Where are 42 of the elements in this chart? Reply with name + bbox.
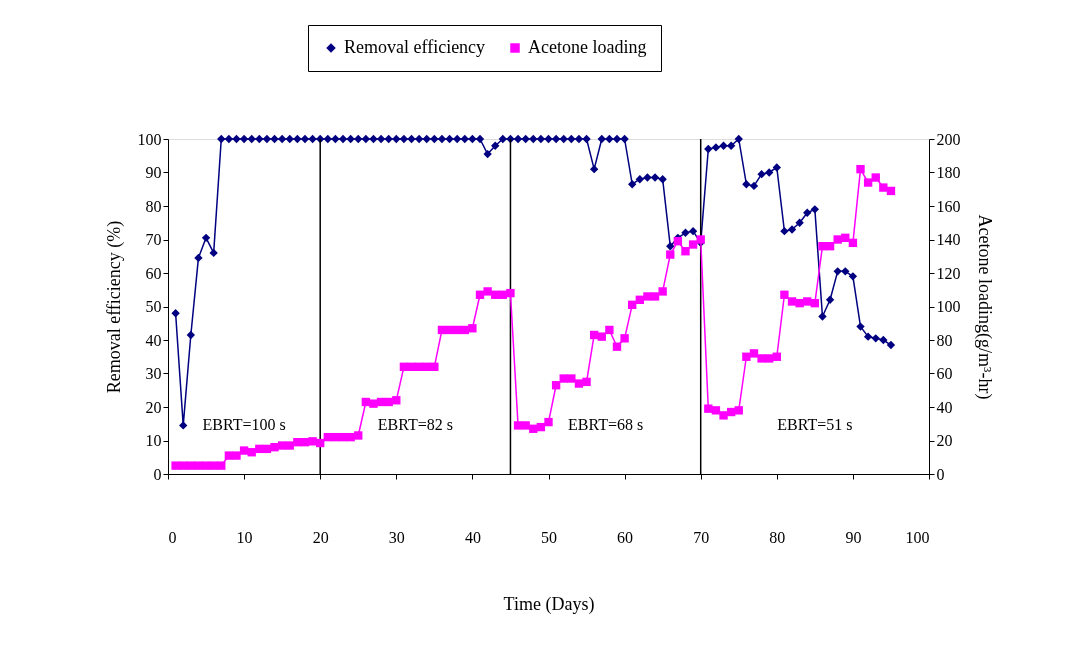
x-axis-title: Time (Days)	[503, 593, 595, 615]
x-tick-label: 90	[845, 528, 862, 546]
y-axis-title: Removal efficiency (%)	[103, 220, 125, 394]
x-tick-label: 100	[905, 528, 930, 546]
y2-tick-label: 60	[936, 365, 953, 382]
x-tick-label: 20	[312, 528, 329, 546]
y2-tick-label: 40	[936, 398, 953, 416]
y-tick-label: 10	[145, 432, 162, 449]
y2-tick-label: 80	[936, 331, 953, 349]
x-tick-label: 10	[236, 528, 253, 546]
y2-tick-label: 20	[936, 432, 953, 449]
annotation: EBRT=51 s	[777, 416, 853, 433]
annotation: EBRT=68 s	[567, 416, 644, 433]
legend-label: Acetone loading	[528, 37, 647, 57]
y-tick-label: 70	[145, 231, 162, 248]
annotation: EBRT=100 s	[202, 416, 286, 433]
y2-tick-label: 0	[936, 465, 945, 483]
y-tick-label: 20	[145, 398, 162, 416]
y2-tick-label: 140	[936, 231, 961, 248]
y-tick-label: 80	[145, 197, 162, 215]
y-tick-label: 30	[145, 365, 162, 382]
y-tick-label: 40	[145, 331, 162, 349]
y2-tick-label: 100	[936, 298, 961, 315]
y-tick-label: 50	[145, 298, 162, 315]
y-tick-label: 60	[145, 264, 162, 282]
x-tick-label: 30	[388, 528, 405, 546]
x-tick-label: 0	[168, 528, 177, 546]
x-tick-label: 40	[464, 528, 481, 546]
y2-tick-label: 180	[936, 164, 961, 181]
y-tick-label: 0	[153, 465, 162, 483]
y2-tick-label: 120	[936, 264, 961, 282]
x-tick-label: 60	[617, 528, 634, 546]
x-tick-label: 80	[769, 528, 786, 546]
y2-tick-label: 160	[936, 197, 961, 215]
annotation: EBRT=82 s	[377, 416, 453, 433]
y2-axis-title: Acetone loading(g/m³-hr)	[973, 214, 995, 400]
x-tick-label: 50	[541, 528, 557, 546]
y-tick-label: 100	[137, 130, 162, 148]
y2-tick-label: 200	[936, 130, 961, 148]
legend-label: Removal efficiency	[344, 37, 486, 57]
y-tick-label: 90	[145, 164, 162, 181]
x-tick-label: 70	[693, 528, 710, 546]
